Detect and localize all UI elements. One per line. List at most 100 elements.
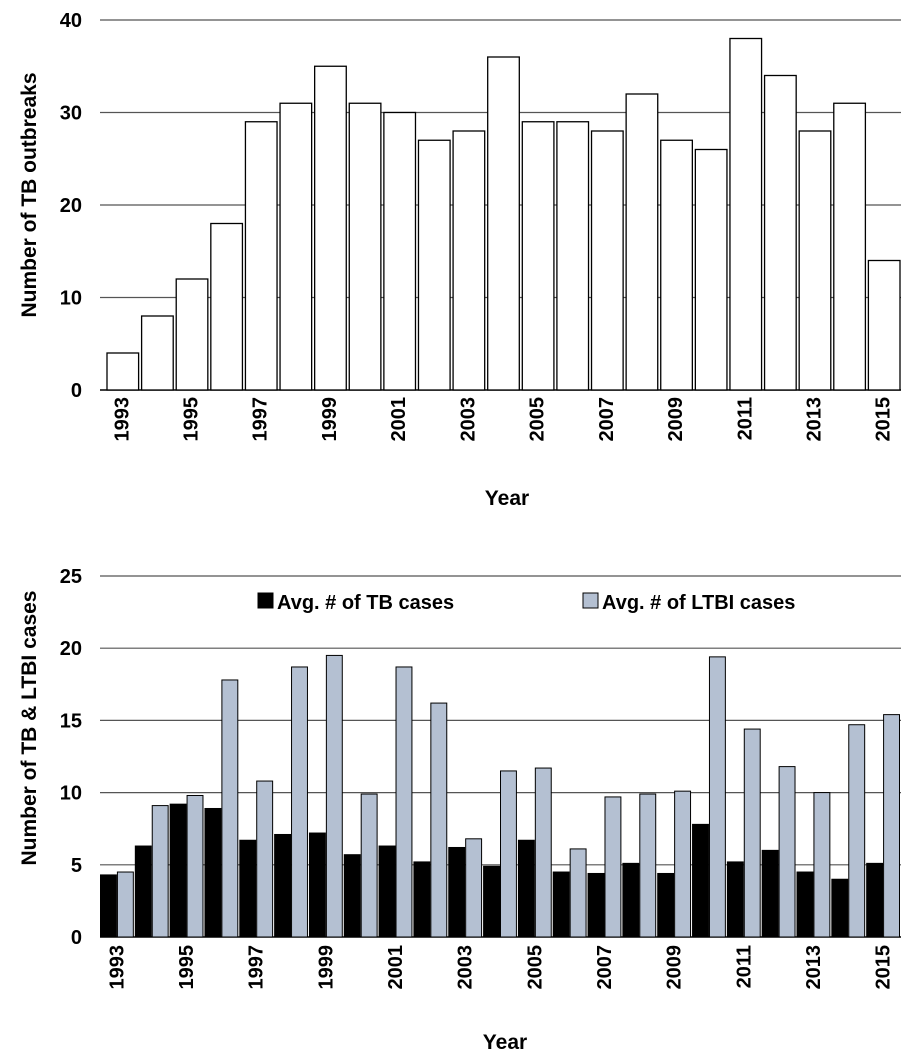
bar-ltbi: [639, 793, 657, 938]
bar-tb: [204, 807, 222, 938]
x-tick-label: 1993: [106, 945, 128, 990]
bars: [100, 654, 901, 938]
y-tick-labels: 0 10 20 30 40: [60, 10, 82, 402]
legend-swatch-tb: [257, 592, 274, 609]
x-tick-label: 1995: [181, 397, 203, 442]
bar: [314, 65, 347, 391]
x-tick-label: 1995: [176, 945, 198, 990]
y-tick-label: 40: [60, 10, 82, 32]
x-tick-labels: 1993 1995 1997 1999 2001 2003 2005 2007 2009 2011…: [106, 945, 894, 990]
legend: Avg. # of TB cases Avg. # of LTBI cases: [257, 592, 795, 614]
y-axis-title: Number of TB outbreaks: [18, 72, 41, 317]
tb-ltbi-cases-chart: 0 5 10 15 20 25 1993 1995 1997 1999 2001 2003 2005 2…: [18, 566, 901, 1054]
bar: [279, 102, 313, 391]
x-axis-title: Year: [483, 1031, 527, 1054]
legend-label-tb: Avg. # of TB cases: [277, 592, 454, 614]
bar-ltbi: [151, 805, 169, 938]
y-tick-label: 25: [60, 566, 82, 588]
bar-ltbi: [708, 656, 726, 938]
bar-ltbi: [256, 780, 274, 938]
bar: [660, 139, 693, 391]
y-tick-label: 30: [60, 103, 82, 125]
bar-ltbi: [500, 770, 517, 938]
y-tick-label: 15: [60, 710, 82, 732]
bar-ltbi: [291, 666, 308, 938]
bar-tb: [448, 846, 466, 938]
bar-tb: [100, 874, 117, 938]
y-tick-label: 10: [60, 783, 82, 805]
bar-ltbi: [778, 766, 796, 938]
bar-ltbi: [883, 714, 901, 938]
bar-tb: [831, 878, 849, 938]
x-tick-label: 2005: [527, 397, 549, 442]
bar-ltbi: [604, 796, 622, 938]
bar-ltbi: [813, 792, 831, 938]
bar-tb: [866, 862, 884, 938]
x-tick-label: 2015: [873, 945, 895, 990]
x-tick-label: 2009: [664, 945, 686, 990]
bar-tb: [343, 854, 361, 938]
y-axis-title: Number of TB & LTBI cases: [18, 591, 41, 866]
bar: [521, 121, 555, 391]
bar-ltbi: [848, 724, 866, 938]
x-tick-label: 1999: [319, 397, 341, 442]
x-tick-label: 2011: [734, 397, 756, 440]
bar-tb: [134, 845, 152, 938]
bar-ltbi: [221, 679, 239, 938]
bar-ltbi: [360, 793, 378, 938]
bar-tb: [726, 861, 744, 938]
bar: [348, 102, 382, 391]
y-tick-labels: 0 5 10 15 20 25: [60, 566, 82, 949]
bar: [244, 121, 278, 391]
bar-ltbi: [569, 848, 587, 938]
bar-tb: [657, 872, 675, 938]
bar-ltbi: [430, 702, 448, 938]
x-tick-label: 2013: [803, 397, 825, 442]
x-tick-label: 2011: [733, 945, 755, 988]
bar-tb: [587, 872, 605, 938]
bar: [452, 130, 486, 391]
x-tick-label: 1997: [250, 397, 272, 442]
y-tick-label: 10: [60, 288, 82, 310]
x-tick-label: 2001: [388, 397, 410, 442]
bar-ltbi: [325, 654, 343, 938]
bar-tb: [761, 849, 779, 938]
bar: [556, 121, 590, 391]
bar-tb: [239, 839, 257, 938]
x-tick-label: 2013: [803, 945, 825, 990]
bar: [763, 74, 797, 391]
x-tick-label: 2009: [665, 397, 687, 442]
bar: [694, 148, 728, 391]
x-tick-label: 2003: [455, 945, 477, 990]
y-tick-label: 5: [71, 855, 82, 877]
bar: [175, 278, 209, 391]
y-tick-label: 20: [60, 195, 82, 217]
bar: [383, 111, 417, 391]
y-tick-label: 0: [71, 380, 82, 402]
bar-tb: [413, 861, 431, 938]
x-tick-label: 2003: [457, 397, 479, 442]
bar: [798, 130, 832, 391]
bar-tb: [517, 839, 535, 938]
bar-tb: [796, 871, 814, 938]
tb-outbreaks-chart: 0 10 20 30 40 1993 1995 1997 1999 2001 2003 2005 20…: [18, 10, 901, 510]
x-tick-label: 2007: [596, 397, 618, 442]
y-tick-label: 20: [60, 638, 82, 660]
bar-tb: [483, 865, 500, 938]
x-axis-title: Year: [485, 487, 529, 510]
x-tick-label: 1997: [246, 945, 268, 990]
bar: [417, 139, 451, 391]
bar-ltbi: [116, 871, 134, 938]
legend-swatch-ltbi: [582, 592, 599, 609]
legend-label-ltbi: Avg. # of LTBI cases: [602, 592, 795, 614]
bar-tb: [692, 823, 709, 938]
bar-tb: [622, 862, 640, 938]
bar: [625, 93, 659, 391]
bar-tb: [378, 845, 396, 938]
x-tick-label: 1999: [315, 945, 337, 990]
bar-tb: [169, 803, 187, 938]
x-tick-labels: 1993 1995 1997 1999 2001 2003 2005 2007 2009 2011…: [111, 397, 894, 442]
bar: [140, 315, 174, 391]
bar-ltbi: [186, 794, 204, 938]
